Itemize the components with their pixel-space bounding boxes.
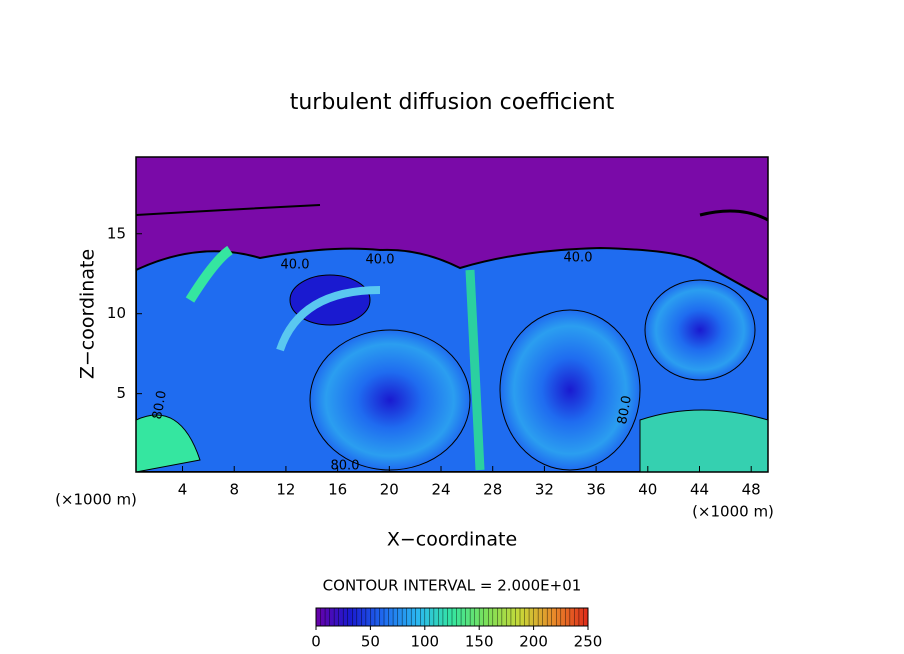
y-tick-label: 15	[107, 224, 126, 242]
contour-interval: CONTOUR INTERVAL = 2.000E+01	[323, 577, 582, 595]
colorbar-tick-label: 0	[311, 633, 321, 651]
colorbar-tick-label: 250	[574, 633, 603, 651]
x-tick-label: 32	[535, 481, 554, 499]
colorbar-tick-label: 200	[519, 633, 548, 651]
x-unit: (×1000 m)	[692, 503, 774, 521]
y-tick-label: 10	[107, 304, 126, 322]
x-tick-label: 40	[638, 481, 657, 499]
x-tick-label: 16	[328, 481, 347, 499]
x-axis-label: X−coordinate	[387, 529, 517, 551]
colorbar-tick-label: 150	[465, 633, 494, 651]
x-tick-label: 24	[431, 481, 450, 499]
y-tick-label: 5	[116, 384, 126, 402]
x-tick-label: 44	[690, 481, 709, 499]
contour-field	[136, 157, 768, 472]
x-unit: (×1000 m)	[55, 491, 137, 509]
y-axis-label: Z−coordinate	[77, 249, 99, 379]
x-tick-label: 20	[380, 481, 399, 499]
plot-frame	[135, 156, 769, 473]
colorbar-tick-label: 50	[361, 633, 380, 651]
contour-label: 40.0	[281, 258, 310, 273]
x-tick-label: 36	[587, 481, 606, 499]
x-tick-label: 8	[229, 481, 239, 499]
chart-title: turbulent diffusion coefficient	[290, 90, 615, 115]
x-tick-label: 12	[276, 481, 295, 499]
x-tick-label: 48	[742, 481, 761, 499]
colorbar-tick-label: 100	[410, 633, 439, 651]
contour-label: 80.0	[615, 394, 635, 425]
contour-label: 80.0	[150, 389, 170, 420]
x-tick-label: 4	[178, 481, 188, 499]
contour-label: 40.0	[564, 251, 593, 266]
contour-label: 40.0	[366, 253, 395, 268]
x-tick-label: 28	[483, 481, 502, 499]
